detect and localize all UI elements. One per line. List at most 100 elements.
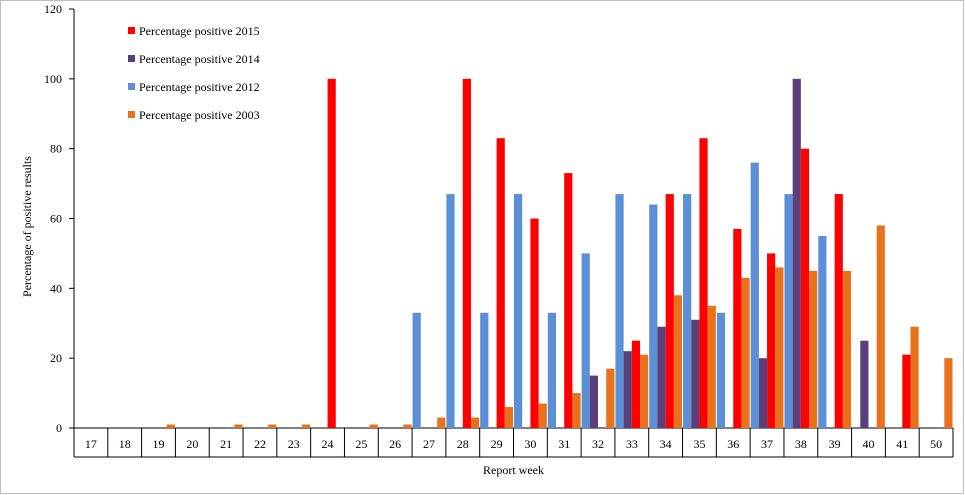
bar [403, 424, 412, 428]
bar [437, 417, 446, 428]
bar [615, 194, 624, 428]
bar [496, 138, 505, 429]
bar [649, 204, 658, 428]
bar [834, 194, 843, 428]
y-tick-label: 60 [50, 212, 62, 226]
bar [514, 194, 523, 428]
bar [166, 424, 175, 428]
bar [631, 340, 641, 428]
bar [902, 354, 911, 428]
y-axis-title: Percentage of positive results [20, 156, 34, 297]
bar [538, 403, 547, 428]
y-tick-label: 100 [44, 72, 62, 86]
x-axis-title: Report week [483, 463, 544, 477]
bar [327, 78, 336, 428]
x-tick-label: 18 [119, 437, 131, 451]
bar [691, 319, 700, 428]
x-tick-label: 23 [288, 437, 300, 451]
bar [707, 305, 716, 428]
bar [750, 162, 759, 428]
x-tick-label: 33 [626, 437, 638, 451]
bar [733, 228, 742, 428]
bar [606, 368, 615, 428]
x-tick-label: 26 [389, 437, 401, 451]
bar [860, 340, 869, 428]
legend-swatch [128, 55, 135, 62]
bar [665, 194, 674, 428]
bar [504, 407, 513, 428]
bar [775, 267, 784, 428]
x-tick-label: 36 [727, 437, 739, 451]
bar [589, 375, 599, 428]
bar [784, 194, 793, 428]
legend-swatch [128, 27, 135, 34]
legend-swatch [128, 111, 135, 118]
bar [268, 424, 277, 428]
legend-label: Percentage positive 2015 [139, 24, 260, 38]
legend: Percentage positive 2015 Percentage posit… [128, 24, 260, 122]
bar [412, 312, 421, 428]
bar [673, 295, 683, 428]
bar [683, 194, 692, 428]
x-tick-label: 50 [930, 437, 942, 451]
bar [623, 351, 632, 428]
x-tick-label: 25 [355, 437, 367, 451]
bar [301, 424, 311, 428]
legend-label: Percentage positive 2012 [139, 80, 260, 94]
bar [657, 326, 666, 428]
y-tick-label: 0 [56, 421, 62, 435]
bar [716, 312, 726, 428]
bar [640, 354, 649, 428]
x-tick-label: 37 [761, 437, 773, 451]
x-tick-label: 35 [693, 437, 705, 451]
y-tick-label: 120 [44, 2, 62, 16]
bar [842, 270, 852, 428]
x-tick-label: 22 [254, 437, 266, 451]
x-tick-label: 31 [558, 437, 570, 451]
x-tick-label: 20 [186, 437, 198, 451]
bar [547, 312, 557, 428]
x-tick-label: 30 [524, 437, 536, 451]
x-tick-label: 40 [862, 437, 874, 451]
bar [446, 194, 455, 428]
bar [910, 326, 919, 428]
bar [741, 277, 750, 428]
x-tick-label: 34 [660, 437, 672, 451]
legend-swatch [128, 83, 135, 90]
bar [572, 393, 581, 428]
bar [480, 312, 489, 428]
x-tick-label: 29 [491, 437, 503, 451]
bar [564, 173, 573, 428]
y-tick-label: 20 [50, 351, 62, 365]
y-tick-label: 40 [50, 281, 62, 295]
x-tick-label: 27 [423, 437, 435, 451]
x-tick-label: 28 [457, 437, 469, 451]
bar [234, 424, 243, 428]
x-tick-label: 32 [592, 437, 604, 451]
bar [530, 218, 539, 428]
x-tick-label: 19 [153, 437, 165, 451]
bar [462, 78, 471, 428]
bar [792, 78, 801, 428]
x-tick-label: 41 [896, 437, 908, 451]
bar [470, 417, 480, 428]
bar [581, 253, 590, 428]
bar [758, 358, 768, 428]
bar [818, 235, 827, 428]
bar [767, 253, 776, 428]
bar [944, 358, 953, 428]
bar [369, 424, 378, 428]
bar [876, 225, 885, 428]
y-tick-label: 80 [50, 142, 62, 156]
x-tick-label: 17 [85, 437, 97, 451]
x-tick-label: 38 [795, 437, 807, 451]
legend-label: Percentage positive 2003 [139, 108, 260, 122]
bar [800, 148, 810, 428]
x-tick-label: 39 [829, 437, 841, 451]
legend-label: Percentage positive 2014 [139, 52, 260, 66]
x-tick-label: 24 [322, 437, 334, 451]
bar [809, 270, 818, 428]
bar [699, 138, 708, 429]
